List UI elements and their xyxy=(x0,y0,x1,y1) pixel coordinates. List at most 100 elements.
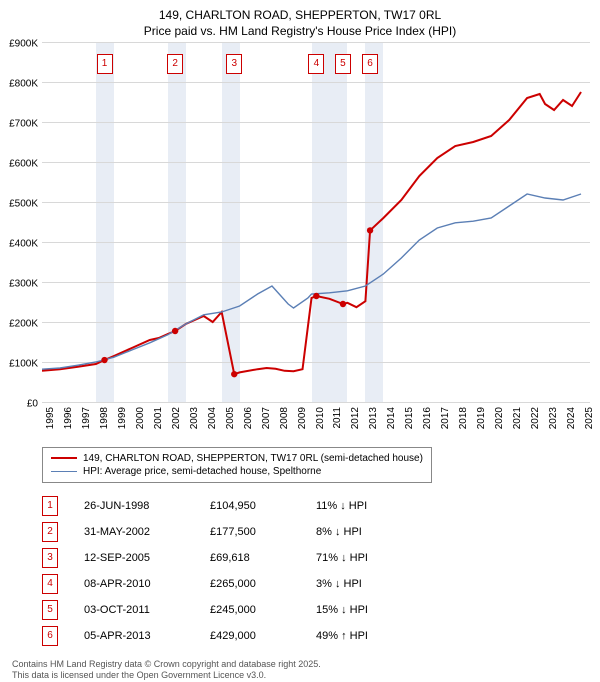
sale-marker-box: 1 xyxy=(97,54,113,74)
legend-label: 149, CHARLTON ROAD, SHEPPERTON, TW17 0RL… xyxy=(83,453,423,464)
legend: 149, CHARLTON ROAD, SHEPPERTON, TW17 0RL… xyxy=(42,447,432,483)
x-tick-label: 2010 xyxy=(315,407,326,429)
sale-date: 12-SEP-2005 xyxy=(84,552,184,564)
legend-label: HPI: Average price, semi-detached house,… xyxy=(83,466,321,477)
sale-marker-dot xyxy=(313,292,319,298)
x-tick-label: 2013 xyxy=(368,407,379,429)
sale-num-box: 1 xyxy=(42,496,58,516)
x-tick-label: 1998 xyxy=(99,407,110,429)
x-axis: 1995 1996 1997 1998 1999 2000 2001 2002 2003 2004… xyxy=(42,403,590,439)
sale-price: £245,000 xyxy=(210,604,290,616)
x-tick-label: 2005 xyxy=(225,407,236,429)
title-line-2: Price paid vs. HM Land Registry's House … xyxy=(0,24,600,42)
y-tick-label: £400K xyxy=(9,239,38,250)
x-tick-label: 2018 xyxy=(458,407,469,429)
series-property xyxy=(42,92,581,374)
sale-price: £265,000 xyxy=(210,578,290,590)
x-tick-label: 2016 xyxy=(422,407,433,429)
x-tick-label: 2007 xyxy=(261,407,272,429)
x-tick-label: 2001 xyxy=(153,407,164,429)
sales-table: 1 26-JUN-1998 £104,950 11% ↓ HPI 2 31-MAY-200… xyxy=(42,493,600,649)
x-tick-label: 1996 xyxy=(63,407,74,429)
footer-line-2: This data is licensed under the Open Gov… xyxy=(12,670,600,682)
sale-price: £177,500 xyxy=(210,526,290,538)
plot-area: 1 2 3 456 xyxy=(42,42,590,403)
sale-num-box: 5 xyxy=(42,600,58,620)
sale-marker-box: 6 xyxy=(362,54,378,74)
footer-line-1: Contains HM Land Registry data © Crown c… xyxy=(12,659,600,671)
sale-row: 2 31-MAY-2002 £177,500 8% ↓ HPI xyxy=(42,519,600,545)
x-tick-label: 2023 xyxy=(548,407,559,429)
sale-marker-box: 4 xyxy=(308,54,324,74)
x-tick-label: 2011 xyxy=(332,407,343,429)
legend-swatch xyxy=(51,471,77,472)
y-tick-label: £200K xyxy=(9,319,38,330)
sale-diff: 11% ↓ HPI xyxy=(316,500,396,512)
sale-diff: 15% ↓ HPI xyxy=(316,604,396,616)
sale-num-box: 4 xyxy=(42,574,58,594)
sale-price: £69,618 xyxy=(210,552,290,564)
y-tick-label: £900K xyxy=(9,39,38,50)
series-hpi xyxy=(42,194,581,369)
chart-svg xyxy=(42,42,590,402)
x-tick-label: 2015 xyxy=(404,407,415,429)
x-tick-label: 2021 xyxy=(512,407,523,429)
sale-marker-dot xyxy=(101,356,107,362)
sale-date: 08-APR-2010 xyxy=(84,578,184,590)
sale-diff: 8% ↓ HPI xyxy=(316,526,396,538)
legend-row: HPI: Average price, semi-detached house,… xyxy=(51,465,423,478)
x-tick-label: 2014 xyxy=(386,407,397,429)
legend-swatch xyxy=(51,457,77,459)
y-axis: £0£100K£200K£300K£400K£500K£600K£700K£80… xyxy=(0,44,42,404)
x-tick-label: 2009 xyxy=(297,407,308,429)
sale-date: 03-OCT-2011 xyxy=(84,604,184,616)
sale-row: 6 05-APR-2013 £429,000 49% ↑ HPI xyxy=(42,623,600,649)
x-tick-label: 2019 xyxy=(476,407,487,429)
sale-date: 26-JUN-1998 xyxy=(84,500,184,512)
sale-num-box: 2 xyxy=(42,522,58,542)
footer: Contains HM Land Registry data © Crown c… xyxy=(12,659,600,682)
sale-num-box: 6 xyxy=(42,626,58,646)
sale-row: 4 08-APR-2010 £265,000 3% ↓ HPI xyxy=(42,571,600,597)
x-tick-label: 2008 xyxy=(279,407,290,429)
sale-marker-box: 5 xyxy=(335,54,351,74)
x-tick-label: 1999 xyxy=(117,407,128,429)
y-tick-label: £600K xyxy=(9,159,38,170)
sale-marker-dot xyxy=(172,327,178,333)
x-tick-label: 2002 xyxy=(171,407,182,429)
y-tick-label: £700K xyxy=(9,119,38,130)
chart-container: 149, CHARLTON ROAD, SHEPPERTON, TW17 0RL… xyxy=(0,0,600,680)
sale-price: £104,950 xyxy=(210,500,290,512)
title-line-1: 149, CHARLTON ROAD, SHEPPERTON, TW17 0RL xyxy=(0,0,600,24)
sale-date: 05-APR-2013 xyxy=(84,630,184,642)
x-tick-label: 2012 xyxy=(350,407,361,429)
sale-row: 3 12-SEP-2005 £69,618 71% ↓ HPI xyxy=(42,545,600,571)
y-tick-label: £100K xyxy=(9,359,38,370)
x-tick-label: 2006 xyxy=(243,407,254,429)
sale-marker-dot xyxy=(367,227,373,233)
x-tick-label: 2000 xyxy=(135,407,146,429)
sale-price: £429,000 xyxy=(210,630,290,642)
x-tick-label: 2003 xyxy=(189,407,200,429)
y-tick-label: £300K xyxy=(9,279,38,290)
sale-row: 1 26-JUN-1998 £104,950 11% ↓ HPI xyxy=(42,493,600,519)
sale-marker-dot xyxy=(340,300,346,306)
x-tick-label: 1995 xyxy=(45,407,56,429)
x-tick-label: 2025 xyxy=(584,407,595,429)
x-tick-label: 2017 xyxy=(440,407,451,429)
sale-diff: 49% ↑ HPI xyxy=(316,630,396,642)
sale-marker-box: 2 xyxy=(167,54,183,74)
y-tick-label: £0 xyxy=(27,399,38,410)
y-tick-label: £800K xyxy=(9,79,38,90)
sale-diff: 3% ↓ HPI xyxy=(316,578,396,590)
sale-date: 31-MAY-2002 xyxy=(84,526,184,538)
x-tick-label: 2024 xyxy=(566,407,577,429)
x-tick-label: 2022 xyxy=(530,407,541,429)
sale-marker-box: 3 xyxy=(226,54,242,74)
legend-row: 149, CHARLTON ROAD, SHEPPERTON, TW17 0RL… xyxy=(51,452,423,465)
sale-num-box: 3 xyxy=(42,548,58,568)
x-tick-label: 1997 xyxy=(81,407,92,429)
x-tick-label: 2004 xyxy=(207,407,218,429)
sale-diff: 71% ↓ HPI xyxy=(316,552,396,564)
sale-row: 5 03-OCT-2011 £245,000 15% ↓ HPI xyxy=(42,597,600,623)
